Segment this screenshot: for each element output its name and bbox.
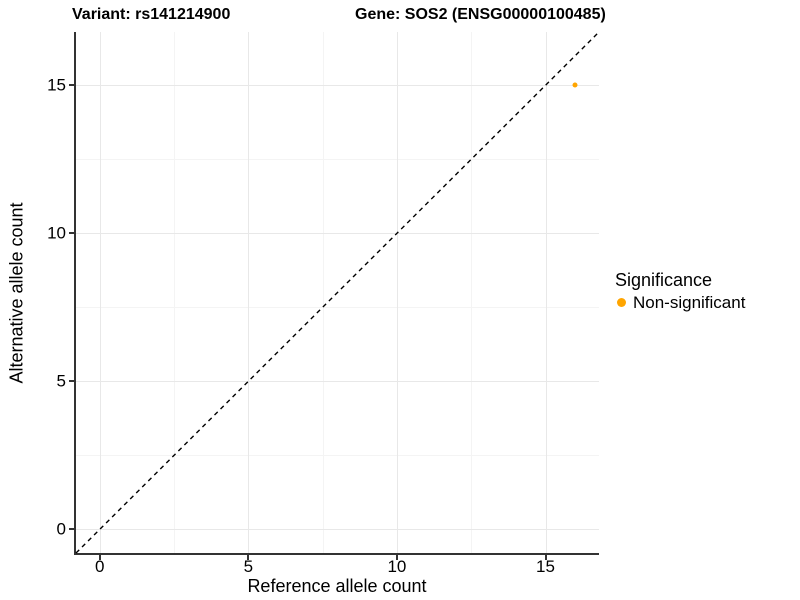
plot-panel <box>75 31 600 554</box>
x-axis-line <box>74 553 599 555</box>
gridline-x-minor <box>471 32 473 553</box>
gridline-y-major <box>76 233 599 235</box>
x-tick-label: 15 <box>536 557 555 576</box>
gridline-y-major <box>76 381 599 383</box>
gridline-y-major <box>76 85 599 87</box>
x-tick-label: 10 <box>387 557 407 576</box>
y-tick-mark <box>69 528 74 531</box>
y-tick-mark <box>69 84 74 87</box>
gridline-x-major <box>396 32 398 553</box>
x-tick-mark <box>247 555 250 560</box>
y-tick-label: 5 <box>56 371 66 391</box>
gridline-y-minor <box>76 307 599 309</box>
y-tick-label: 15 <box>47 75 66 95</box>
y-axis-line <box>74 32 76 555</box>
y-tick-label: 0 <box>56 519 66 539</box>
gridline-y-minor <box>76 455 599 457</box>
x-tick-mark <box>395 555 398 560</box>
y-axis-title: Alternative allele count <box>6 202 27 384</box>
y-tick-mark <box>69 380 74 383</box>
x-axis-title: Reference allele count <box>247 576 427 596</box>
identity-dashed-line <box>75 31 600 554</box>
plot-title-gene: Gene: SOS2 (ENSG00000100485) <box>355 6 606 23</box>
x-tick-mark <box>544 555 547 560</box>
plot-title-variant: Variant: rs141214900 <box>72 6 231 23</box>
x-tick-label: 0 <box>95 557 105 576</box>
y-tick-label: 10 <box>47 223 66 243</box>
x-tick-label: 5 <box>243 557 254 576</box>
legend-key-dot-icon <box>617 298 626 307</box>
gridline-y-major <box>76 529 599 531</box>
data-point <box>572 82 578 88</box>
gridline-x-minor <box>322 32 324 553</box>
gridline-x-major <box>99 32 101 553</box>
gridline-x-major <box>248 32 250 553</box>
y-tick-mark <box>69 232 74 235</box>
legend: Significance Non-significant <box>615 270 745 313</box>
gridline-y-minor <box>76 159 599 161</box>
legend-item: Non-significant <box>615 293 745 312</box>
legend-item-label: Non-significant <box>633 293 746 312</box>
x-tick-mark <box>98 555 101 560</box>
gridline-x-minor <box>174 32 176 553</box>
gridline-x-major <box>545 32 547 553</box>
legend-title: Significance <box>615 270 713 290</box>
